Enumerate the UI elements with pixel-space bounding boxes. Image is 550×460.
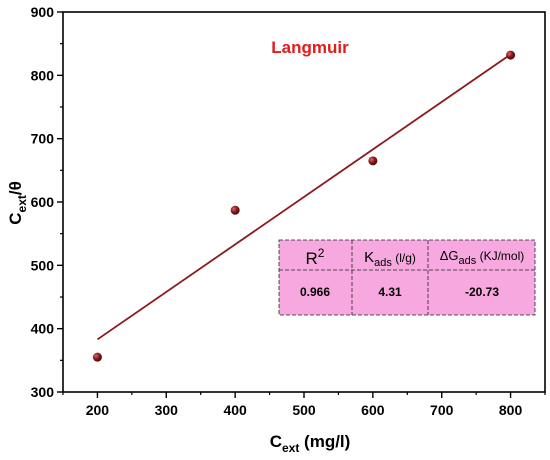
fit-line <box>96 53 512 341</box>
data-point <box>368 156 378 166</box>
x-tick-label: 600 <box>361 402 385 418</box>
chart-title: Langmuir <box>271 38 349 57</box>
axis-ticks <box>57 11 546 398</box>
y-tick-label: 900 <box>31 4 55 20</box>
parameter-table: R2 Kads (l/g) ΔGads (KJ/mol) 0.966 4.31 … <box>278 239 536 316</box>
fit-line-series <box>96 53 512 341</box>
x-axis-label: Cext (mg/l) <box>270 432 351 455</box>
axis-tick-labels: 200 300 400 500 600 700 800 300 400 500 600 700 800 9… <box>31 4 523 418</box>
table-background <box>279 240 535 315</box>
x-tick-label: 700 <box>430 402 454 418</box>
plot-area <box>62 11 546 393</box>
data-point <box>230 205 240 215</box>
table-header-r2: R2 <box>306 246 325 268</box>
plot-frame <box>62 11 546 393</box>
x-tick-label: 500 <box>292 402 316 418</box>
x-tick-label: 300 <box>155 402 179 418</box>
y-tick-label: 800 <box>31 67 55 83</box>
table-value-dgads: -20.73 <box>465 285 499 299</box>
data-point <box>506 50 516 60</box>
y-tick-label: 300 <box>31 384 55 400</box>
y-tick-label: 700 <box>31 131 55 147</box>
y-axis-label: Cext/θ <box>6 181 29 225</box>
table-header-kads: Kads (l/g) <box>364 249 416 269</box>
data-point <box>92 352 102 362</box>
table-value-r2: 0.966 <box>300 285 330 299</box>
y-tick-label: 600 <box>31 194 55 210</box>
x-tick-label: 800 <box>499 402 523 418</box>
y-tick-label: 500 <box>31 257 55 273</box>
data-points-series <box>92 50 516 362</box>
table-value-kads: 4.31 <box>378 285 402 299</box>
x-tick-label: 400 <box>223 402 247 418</box>
table-gridlines <box>278 239 536 316</box>
x-tick-label: 200 <box>86 402 110 418</box>
table-header-dgads: ΔGads (KJ/mol) <box>440 248 525 267</box>
y-tick-label: 400 <box>31 321 55 337</box>
